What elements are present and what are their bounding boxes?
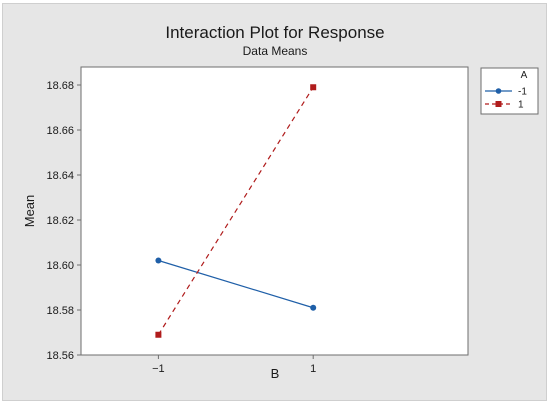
y-tick-label: 18.64	[46, 170, 74, 182]
x-axis-label: B	[271, 366, 280, 381]
y-tick-label: 18.62	[46, 215, 74, 227]
y-axis: 18.56 18.58 18.60 18.62 18.64 18.66 18.68	[46, 80, 81, 362]
data-point	[310, 304, 317, 311]
chart-subtitle: Data Means	[243, 44, 308, 58]
y-axis-label: Mean	[22, 195, 37, 228]
legend-marker	[495, 88, 502, 94]
data-point	[310, 84, 317, 91]
legend-label: -1	[518, 87, 527, 98]
data-point	[155, 331, 162, 338]
x-tick-label: −1	[152, 363, 165, 375]
legend-entries: -11	[485, 87, 527, 111]
x-tick-label: 1	[310, 363, 316, 375]
y-tick-label: 18.56	[46, 350, 74, 362]
series-line-a-1	[157, 86, 314, 336]
y-tick-label: 18.58	[46, 305, 74, 317]
legend-label: 1	[518, 100, 524, 111]
chart-title: Interaction Plot for Response	[165, 23, 384, 42]
x-axis: −1 1	[152, 355, 316, 375]
legend-marker	[495, 101, 502, 107]
series-layer	[155, 84, 317, 338]
y-tick-label: 18.68	[46, 80, 74, 92]
y-tick-label: 18.60	[46, 260, 74, 272]
legend-title: A	[521, 70, 528, 81]
y-tick-label: 18.66	[46, 125, 74, 137]
data-point	[155, 257, 162, 264]
plot-area	[80, 66, 469, 356]
series-line-a-neg1	[158, 259, 314, 309]
legend: A -11	[480, 67, 539, 115]
